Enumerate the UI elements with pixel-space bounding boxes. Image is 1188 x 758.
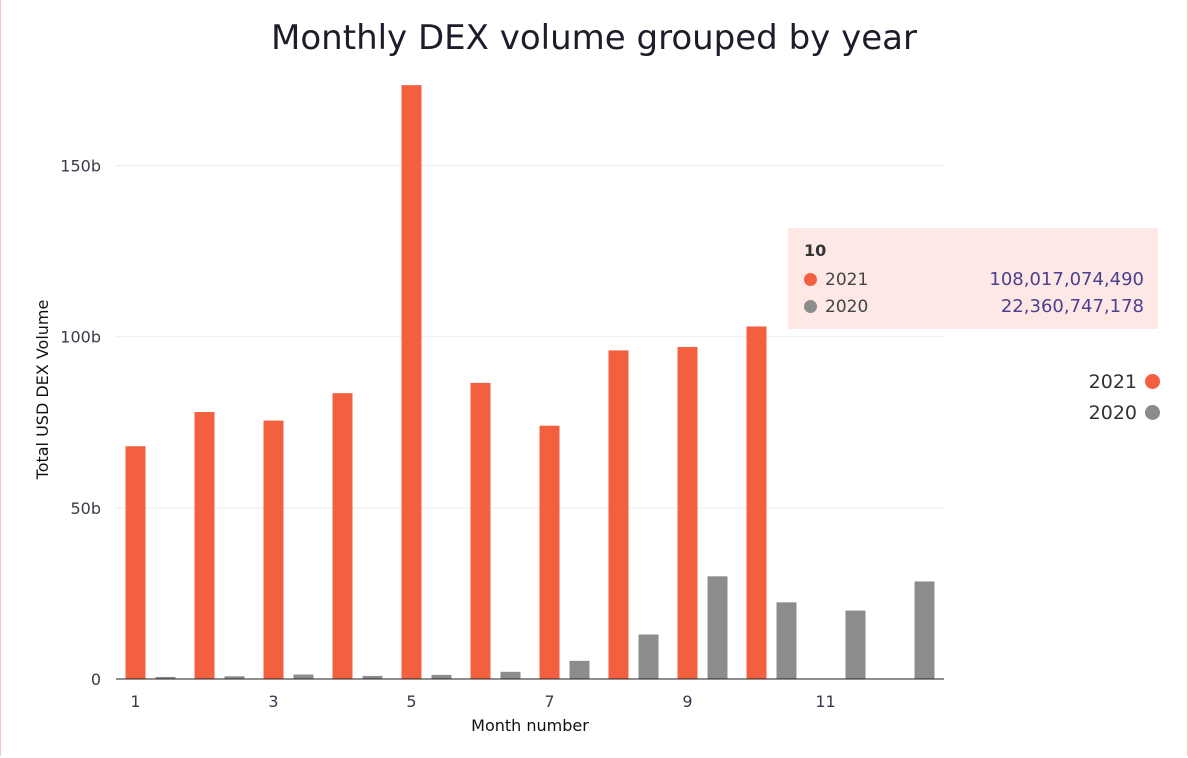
bar-2020-month-3[interactable] [293, 674, 314, 679]
bars [125, 85, 935, 680]
legend-label: 2020 [1088, 401, 1137, 424]
tooltip-row-2021: 2021 108,017,074,490 [804, 266, 1144, 293]
x-tick-label: 11 [815, 692, 835, 711]
legend-label: 2021 [1088, 370, 1137, 393]
x-axis-ticks: 1 3 5 7 9 11 [130, 692, 835, 711]
chart-title: Monthly DEX volume grouped by year [271, 18, 917, 58]
bar-2020-month-6[interactable] [500, 671, 521, 679]
tooltip-series-name: 2021 [825, 269, 869, 290]
tooltip-series-value: 108,017,074,490 [989, 269, 1144, 290]
legend: 2021 2020 [1060, 366, 1160, 428]
legend-dot-icon [1145, 374, 1160, 389]
bar-2021-month-7[interactable] [539, 425, 560, 679]
bar-2021-month-5[interactable] [401, 85, 422, 680]
tooltip-title: 10 [804, 241, 827, 260]
y-tick-label: 100b [60, 328, 101, 347]
y-tick-label: 0 [91, 670, 101, 689]
bar-2021-month-4[interactable] [332, 393, 353, 679]
tooltip-series-name: 2020 [825, 296, 869, 317]
tooltip-row-2020: 2020 22,360,747,178 [804, 293, 1144, 320]
y-axis-ticks: 0 50b 100b 150b [60, 157, 101, 689]
y-tick-label: 50b [70, 499, 101, 518]
hover-tooltip: 10 2021 108,017,074,490 2020 22,360,747,… [788, 228, 1158, 329]
bar-2020-month-10[interactable] [776, 602, 797, 679]
bar-2020-month-5[interactable] [431, 674, 452, 679]
x-axis-title: Month number [471, 716, 589, 735]
bar-2021-month-8[interactable] [608, 350, 629, 679]
bar-2020-month-2[interactable] [224, 676, 245, 679]
legend-dot-icon [1145, 405, 1160, 420]
gridlines [116, 165, 944, 509]
y-axis-title: Total USD DEX Volume [33, 300, 52, 481]
x-tick-label: 7 [544, 692, 554, 711]
bar-2020-month-4[interactable] [362, 675, 383, 679]
x-tick-label: 5 [406, 692, 416, 711]
bar-2020-month-11[interactable] [845, 610, 866, 679]
bar-2021-month-10[interactable] [746, 326, 767, 679]
bar-2020-month-12[interactable] [914, 581, 935, 679]
tooltip-dot-icon [804, 300, 817, 313]
bar-2021-month-9[interactable] [677, 346, 698, 679]
tooltip-dot-icon [804, 273, 817, 286]
x-tick-label: 1 [130, 692, 140, 711]
bar-2021-month-6[interactable] [470, 382, 491, 679]
tooltip-series-value: 22,360,747,178 [1000, 296, 1144, 317]
bar-2020-month-8[interactable] [638, 634, 659, 679]
bar-2020-month-9[interactable] [707, 576, 728, 679]
bar-2021-month-3[interactable] [263, 420, 284, 679]
legend-item-2020[interactable]: 2020 [1060, 397, 1160, 428]
bar-2021-month-1[interactable] [125, 446, 146, 679]
y-tick-label: 150b [60, 157, 101, 176]
bar-2020-month-1[interactable] [155, 676, 176, 679]
x-tick-label: 9 [682, 692, 692, 711]
bar-2021-month-2[interactable] [194, 412, 215, 679]
bar-2020-month-7[interactable] [569, 660, 590, 679]
x-tick-label: 3 [268, 692, 278, 711]
legend-item-2021[interactable]: 2021 [1060, 366, 1160, 397]
